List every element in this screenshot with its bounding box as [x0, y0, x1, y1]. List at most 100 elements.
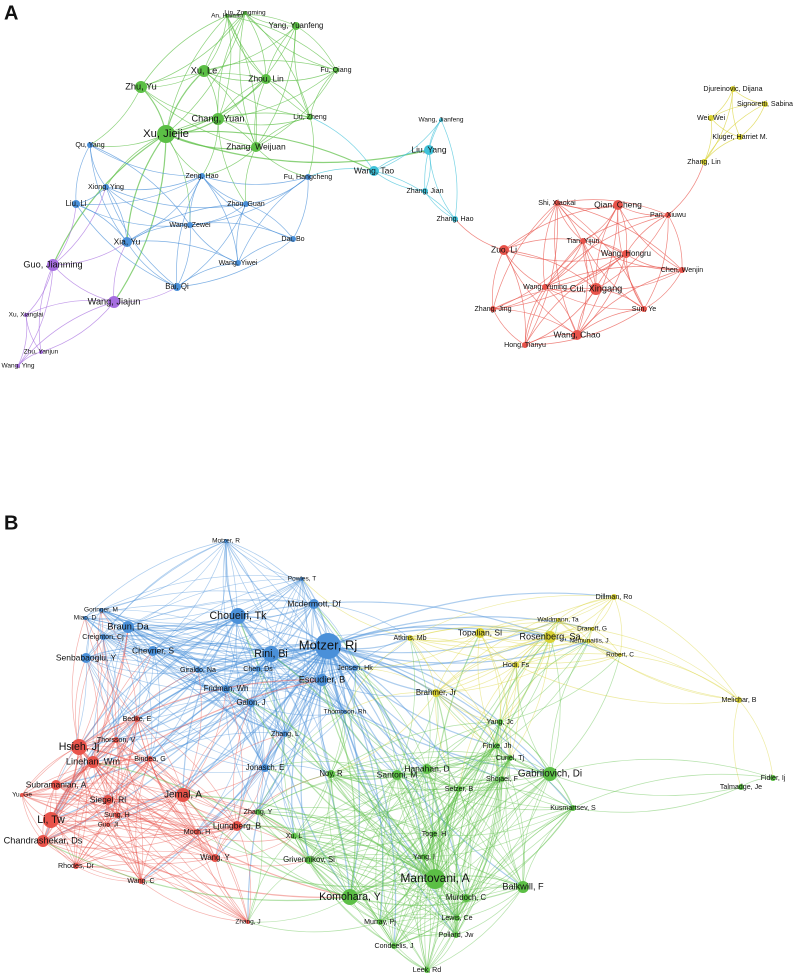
edge: [217, 69, 337, 120]
edge: [50, 819, 198, 839]
edge: [214, 857, 249, 923]
edge: [557, 619, 621, 656]
edge: [257, 603, 315, 670]
edge: [116, 814, 198, 833]
edge: [201, 175, 294, 240]
edge: [92, 669, 199, 763]
node-label: Dai, Bo: [281, 235, 304, 243]
edge: [84, 617, 138, 720]
edge: [505, 757, 524, 888]
edge: [182, 794, 351, 898]
edge: [225, 688, 286, 735]
edge: [85, 657, 227, 691]
edge: [283, 733, 310, 861]
edge: [379, 913, 458, 923]
node-label: Thorsson, V: [97, 736, 136, 744]
edge: [92, 645, 329, 763]
node: [39, 350, 43, 354]
edge: [270, 578, 303, 655]
edge: [42, 814, 118, 842]
edge: [102, 636, 151, 760]
edge: [257, 668, 286, 735]
edge: [78, 746, 351, 898]
edge: [426, 757, 511, 971]
edge: [55, 784, 118, 816]
edge: [165, 130, 375, 172]
edge: [152, 650, 252, 704]
edge: [373, 119, 442, 172]
edge: [244, 12, 337, 71]
edge: [625, 214, 669, 255]
node: [513, 662, 519, 668]
edge: [344, 711, 398, 776]
edge: [703, 117, 713, 163]
node-label: Leek, Rd: [413, 966, 441, 974]
edge: [293, 833, 435, 846]
node: [543, 767, 557, 781]
edge: [257, 711, 346, 813]
edge: [136, 718, 266, 769]
edge: [313, 603, 356, 669]
node: [291, 833, 297, 839]
edge: [293, 835, 458, 919]
edge: [354, 667, 428, 770]
node: [453, 932, 459, 938]
edge: [225, 688, 436, 880]
node: [187, 222, 193, 228]
edge: [703, 136, 741, 163]
edge: [75, 657, 87, 748]
edge: [293, 835, 381, 923]
edge: [100, 609, 239, 624]
edge: [257, 811, 381, 923]
edge: [217, 15, 232, 120]
edge: [100, 609, 227, 690]
edge: [127, 626, 141, 720]
node: [198, 65, 210, 77]
edge: [247, 859, 310, 923]
node: [134, 716, 140, 722]
edge: [42, 840, 142, 882]
edge: [293, 745, 498, 837]
edge: [107, 824, 216, 859]
edge: [75, 794, 184, 867]
node: [235, 260, 241, 266]
edge: [499, 628, 593, 723]
edge: [423, 856, 457, 936]
edge: [253, 668, 266, 769]
edge: [330, 773, 467, 899]
edge: [396, 774, 435, 835]
edge: [409, 595, 615, 639]
edge: [344, 711, 428, 770]
node: [708, 115, 714, 121]
edge: [55, 784, 198, 833]
edge: [456, 886, 524, 919]
edge: [269, 653, 286, 735]
edge: [100, 609, 252, 704]
node: [72, 200, 80, 208]
edge: [102, 636, 199, 671]
edge: [226, 15, 311, 118]
edge: [115, 669, 199, 741]
edge: [55, 758, 151, 786]
node: [224, 539, 228, 543]
node: [261, 764, 269, 772]
node-label: Gabrilovich, Di: [518, 769, 582, 780]
edge: [92, 653, 272, 763]
edge: [515, 664, 740, 705]
edge: [309, 116, 375, 172]
node-label: Miao, D: [74, 615, 97, 622]
edge: [126, 133, 167, 243]
edge: [327, 645, 425, 858]
edge: [327, 619, 559, 654]
edge: [225, 540, 315, 605]
edge: [503, 249, 597, 290]
edge: [572, 786, 742, 813]
edge: [115, 739, 151, 760]
edge: [113, 133, 167, 303]
edge: [479, 632, 551, 641]
edge: [127, 626, 286, 735]
edge: [136, 718, 216, 859]
node-label: Subramanian, A: [26, 779, 87, 789]
edge: [379, 745, 498, 923]
node-label: Rosenberg, Sa: [519, 631, 581, 641]
